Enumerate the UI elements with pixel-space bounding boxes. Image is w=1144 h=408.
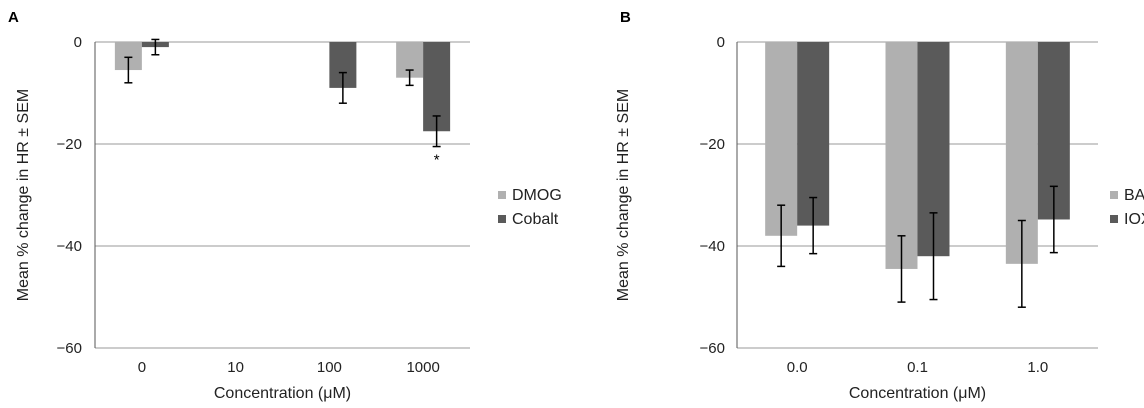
error-bar xyxy=(405,69,414,87)
legend-swatch xyxy=(1110,215,1118,223)
panel-b: B 0 −20 −40 −60 0.0 0.1 1.0 Concentration (μM) Me… xyxy=(615,9,1144,402)
legend-swatch xyxy=(498,191,506,199)
y-tick-label: −20 xyxy=(57,136,82,153)
y-tick-label: 0 xyxy=(74,34,82,51)
y-tick-label: −20 xyxy=(700,136,725,153)
x-axis-title: Concentration (μM) xyxy=(214,385,351,402)
x-tick-label: 0.0 xyxy=(787,359,808,376)
panel-letter: A xyxy=(8,9,19,26)
legend-label: DMOG xyxy=(512,187,562,204)
legend-label: Cobalt xyxy=(512,211,559,228)
error-bar xyxy=(777,204,786,268)
x-tick-label: 100 xyxy=(317,359,342,376)
error-bar xyxy=(809,196,818,255)
panel-a: A 0 −20 −40 −60 0 10 100 1000 * Concentration (μM)… xyxy=(8,9,562,402)
error-bar xyxy=(124,56,133,84)
legend-label: BAY xyxy=(1124,187,1144,204)
y-axis-title: Mean % change in HR ± SEM xyxy=(15,89,32,301)
y-tick-label: −60 xyxy=(700,340,725,357)
error-bar xyxy=(151,38,160,56)
x-tick-label: 1000 xyxy=(406,359,439,376)
y-tick-label: −40 xyxy=(700,238,725,255)
legend-swatch xyxy=(1110,191,1118,199)
bar-iox xyxy=(797,42,830,226)
y-tick-label: −40 xyxy=(57,238,82,255)
x-tick-label: 10 xyxy=(227,359,244,376)
legend: BAY IOX xyxy=(1110,187,1144,228)
error-bar xyxy=(929,212,938,301)
error-bar xyxy=(897,235,906,303)
x-tick-label: 1.0 xyxy=(1027,359,1048,376)
error-bar xyxy=(1017,219,1026,308)
x-axis-title: Concentration (μM) xyxy=(849,385,986,402)
legend-label: IOX xyxy=(1124,211,1144,228)
panel-letter: B xyxy=(620,9,631,26)
x-tick-label: 0.1 xyxy=(907,359,928,376)
legend-item-iox: IOX xyxy=(1110,211,1144,228)
error-bar xyxy=(432,115,441,148)
legend-item-cobalt: Cobalt xyxy=(498,211,559,228)
error-bar xyxy=(1049,185,1058,254)
y-tick-label: −60 xyxy=(57,340,82,357)
bar-bay xyxy=(765,42,798,236)
legend-item-dmog: DMOG xyxy=(498,187,562,204)
legend-swatch xyxy=(498,215,506,223)
legend-item-bay: BAY xyxy=(1110,187,1144,204)
y-tick-label: 0 xyxy=(717,34,725,51)
error-bar xyxy=(338,71,347,104)
bar-bay xyxy=(885,42,918,269)
significance-marker: * xyxy=(434,152,440,169)
y-axis-title: Mean % change in HR ± SEM xyxy=(615,89,632,301)
x-tick-label: 0 xyxy=(138,359,146,376)
legend: DMOG Cobalt xyxy=(498,187,562,228)
